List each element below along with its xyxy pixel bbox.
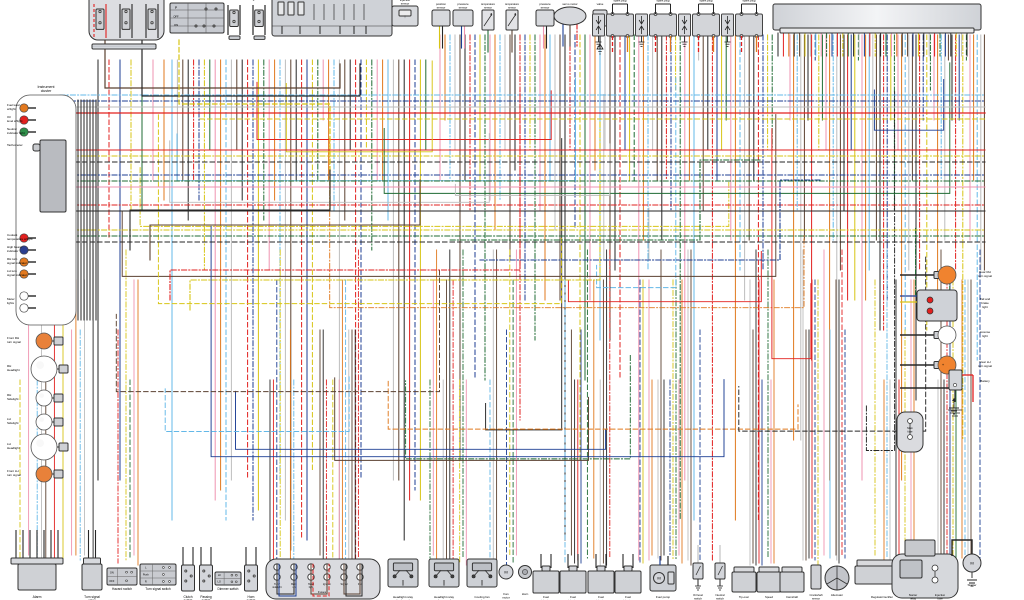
svg-text:LH: LH [7,442,11,446]
svg-text:sensor: sensor [812,596,820,600]
svg-text:sensor: sensor [437,5,446,9]
svg-text:Alternator: Alternator [831,593,843,597]
svg-text:spark plug: spark plug [700,0,713,3]
svg-text:Front LH: Front LH [7,469,19,473]
svg-text:motor: motor [502,595,510,599]
svg-text:OFF: OFF [173,15,179,19]
svg-text:sensor: sensor [401,1,409,5]
svg-text:sensor: sensor [459,5,468,9]
svg-text:M: M [504,569,507,574]
svg-text:sensor: sensor [484,5,492,9]
svg-text:temperature: temperature [481,2,496,6]
svg-text:RH: RH [7,393,11,397]
svg-text:Hazard switch: Hazard switch [112,587,132,591]
svg-text:spark plug: spark plug [614,0,627,3]
svg-text:indicator: indicator [7,249,18,253]
svg-text:turn signal: turn signal [978,274,992,278]
svg-text:turn signal: turn signal [7,340,21,344]
svg-text:Sidelight: Sidelight [7,421,19,425]
svg-text:sensor: sensor [229,0,240,1]
svg-text:↑: ↑ [404,14,406,19]
svg-text:switch: switch [694,596,702,600]
svg-text:valve: valve [597,2,604,6]
svg-text:Battery: Battery [980,379,990,383]
svg-text:M: M [657,575,660,580]
svg-text:HI: HI [218,573,221,577]
svg-text:spark plug: spark plug [657,0,670,3]
svg-text:fuse: fuse [908,429,913,433]
svg-text:sensor: sensor [541,5,550,9]
svg-text:Alarm: Alarm [33,595,42,599]
svg-text:turn signal: turn signal [978,364,992,368]
svg-text:switch: switch [716,596,724,600]
svg-text:RH: RH [7,364,11,368]
svg-text:lights: lights [7,301,15,305]
svg-text:turn signal: turn signal [7,473,21,477]
svg-text:Push: Push [143,573,149,577]
svg-text:temperature: temperature [505,2,520,6]
svg-text:Fuses: Fuses [318,590,327,594]
svg-text:spark plug: spark plug [743,0,756,3]
svg-text:Horn: Horn [522,592,529,596]
svg-text:R: R [145,580,147,584]
svg-text:signal indicator: signal indicator [7,273,27,277]
svg-text:signal indicator: signal indicator [7,261,27,265]
svg-text:sensor: sensor [508,5,516,9]
svg-text:w/light: w/light [7,107,16,111]
svg-text:ON: ON [110,571,114,575]
svg-text:M: M [970,560,973,565]
svg-text:relay: relay [910,596,917,600]
svg-text:Regulator/rectifier: Regulator/rectifier [871,595,893,599]
svg-text:temperature w/light: temperature w/light [7,237,33,241]
svg-text:Headlight: Headlight [7,446,20,450]
svg-text:OFF: OFF [109,579,115,583]
svg-text:LH: LH [7,417,11,421]
svg-text:Headlight: Headlight [7,368,20,372]
svg-text:Sidelight: Sidelight [7,397,19,401]
svg-text:light switch: light switch [251,0,267,1]
svg-text:light: light [982,334,988,338]
svg-text:level w/light: level w/light [7,119,23,123]
svg-text:ON: ON [174,23,178,27]
svg-text:light: light [982,305,988,309]
svg-text:indicator light: indicator light [7,131,25,135]
svg-text:Front RH: Front RH [7,336,19,340]
svg-text:servo motor: servo motor [562,2,577,6]
svg-text:Main: Main [907,426,913,430]
svg-text:Tachometer: Tachometer [7,143,23,147]
svg-text:LO: LO [217,580,220,584]
svg-text:cluster: cluster [41,89,52,93]
svg-text:Fuel pump: Fuel pump [656,595,671,599]
svg-text:fuse: fuse [937,596,943,600]
svg-text:Turn signal switch: Turn signal switch [145,587,171,591]
svg-text:Dimmer switch: Dimmer switch [218,587,239,591]
